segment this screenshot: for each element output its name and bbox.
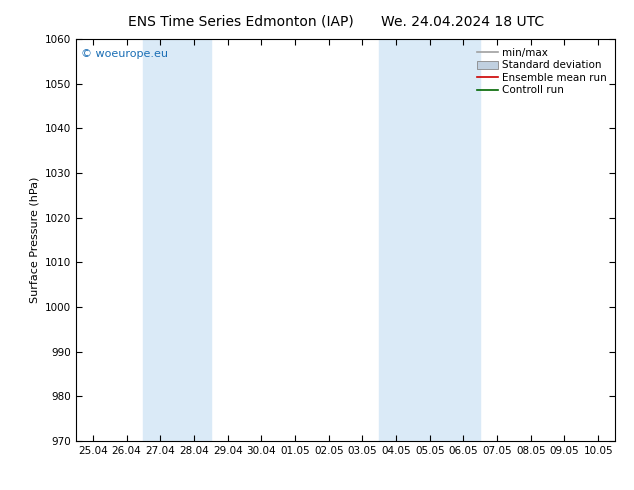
Text: ENS Time Series Edmonton (IAP): ENS Time Series Edmonton (IAP) bbox=[128, 15, 354, 29]
Text: © woeurope.eu: © woeurope.eu bbox=[81, 49, 169, 59]
Text: We. 24.04.2024 18 UTC: We. 24.04.2024 18 UTC bbox=[381, 15, 545, 29]
Bar bbox=[143, 39, 210, 441]
Bar bbox=[379, 39, 480, 441]
Y-axis label: Surface Pressure (hPa): Surface Pressure (hPa) bbox=[29, 177, 39, 303]
Legend: min/max, Standard deviation, Ensemble mean run, Controll run: min/max, Standard deviation, Ensemble me… bbox=[474, 45, 610, 98]
